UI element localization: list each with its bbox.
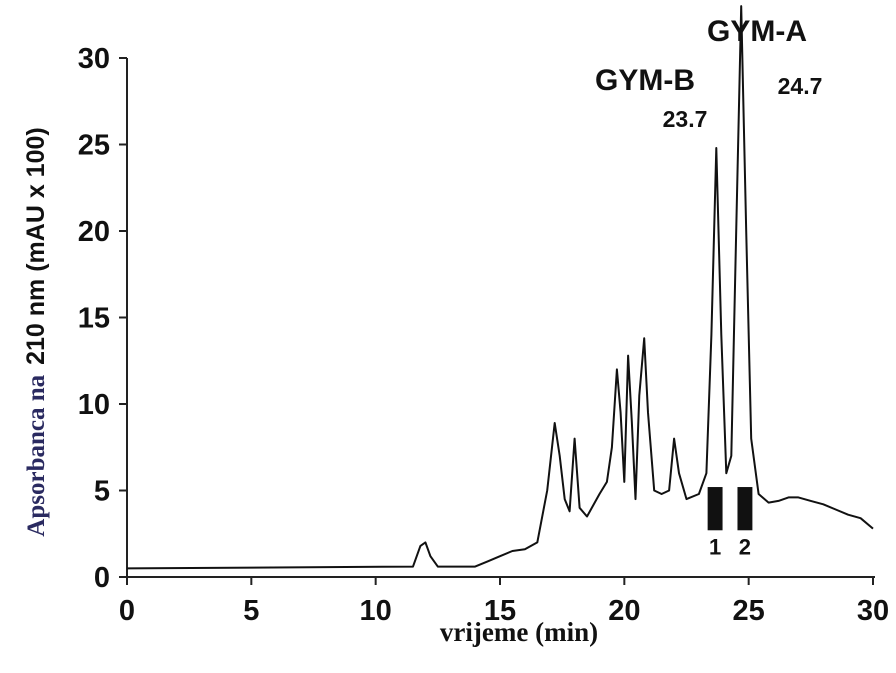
x-tick-label: 5 [243,595,259,627]
x-tick-label: 20 [608,595,640,627]
peak-annotations: GYM-A 24.7 GYM-B 23.7 [595,15,822,132]
fraction-bar-2 [737,487,753,531]
y-tick-label: 5 [94,476,110,508]
x-axis-label: vrijeme (min) [440,617,598,647]
axis-ticks [119,57,874,585]
x-tick-label: 30 [857,595,889,627]
y-tick-label: 25 [78,130,110,162]
chromatogram-trace [126,5,874,570]
x-tick-label: 15 [484,595,516,627]
y-axis-label-part2: 210 nm (mAU x 100) [22,127,50,365]
fraction-label-2: 2 [739,534,751,559]
fraction-label-1: 1 [709,534,721,559]
peak-time-label: 24.7 [778,73,823,99]
y-axis-label-part1: Apsorbanca na [23,374,50,536]
x-tick-label: 0 [119,595,135,627]
x-tick-label: 25 [733,595,765,627]
axis-tick-labels: 0 5 10 15 20 25 30 0 5 10 15 20 25 30 [78,43,889,627]
y-tick-label: 10 [78,389,110,421]
peak-name-label: GYM-A [707,15,807,48]
y-tick-label: 20 [78,216,110,248]
y-axis-label: Apsorbanca na 210 nm (mAU x 100) [22,127,50,536]
peak-time-label: 23.7 [663,106,708,132]
fraction-bar-1 [707,487,723,531]
y-tick-label: 0 [94,562,110,594]
y-tick-label: 15 [78,303,110,335]
x-tick-label: 10 [360,595,392,627]
y-tick-label: 30 [78,43,110,75]
peak-name-label: GYM-B [595,64,695,97]
